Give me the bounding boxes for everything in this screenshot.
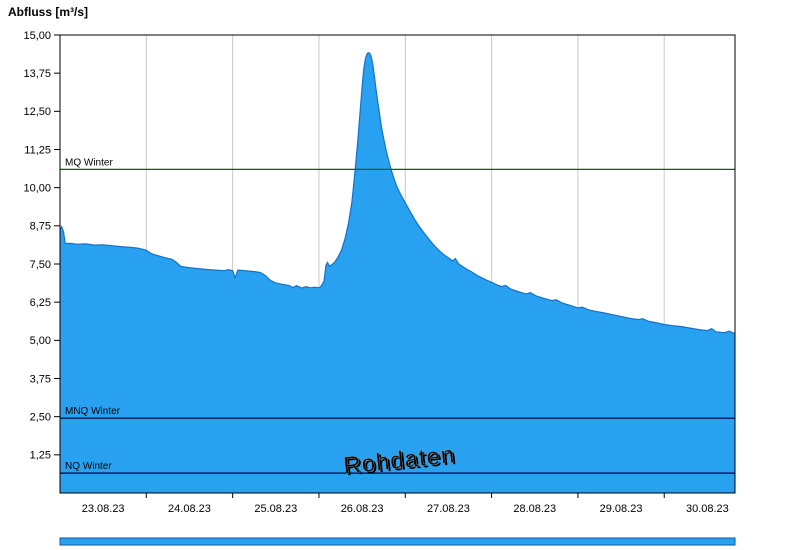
y-axis-title: Abfluss [m³/s] (8, 5, 89, 19)
reference-line-label-nq-winter: NQ Winter (65, 461, 112, 472)
y-tick-label: 8,75 (30, 221, 51, 233)
x-tick-label: 27.08.23 (427, 503, 470, 515)
x-tick-label: 25.08.23 (254, 503, 297, 515)
x-tick-label: 28.08.23 (513, 503, 556, 515)
discharge-area-series (60, 52, 735, 493)
x-tick-label: 29.08.23 (600, 503, 643, 515)
x-tick-label: 24.08.23 (168, 503, 211, 515)
reference-line-label-mq-winter: MQ Winter (65, 157, 113, 168)
reference-line-label-mnq-winter: MNQ Winter (65, 406, 121, 417)
y-tick-label: 6,25 (30, 297, 51, 309)
y-tick-label: 12,50 (23, 106, 51, 118)
y-tick-label: 5,00 (30, 335, 51, 347)
data-coverage-bar (59, 537, 736, 546)
y-tick-label: 15,00 (23, 30, 51, 42)
y-tick-label: 2,50 (30, 412, 51, 424)
y-tick-label: 1,25 (30, 450, 51, 462)
y-tick-label: 13,75 (23, 68, 51, 80)
y-tick-label: 11,25 (24, 144, 51, 156)
y-tick-label: 3,75 (30, 373, 51, 385)
watermark-text: Rohdaten (342, 441, 456, 480)
x-tick-label: 30.08.23 (686, 503, 729, 515)
discharge-series-outline (59, 51, 736, 335)
y-tick-label: 7,50 (30, 259, 51, 271)
x-tick-label: 26.08.23 (341, 503, 384, 515)
y-tick-label: 10,00 (23, 183, 51, 195)
x-tick-label: 23.08.23 (82, 503, 125, 515)
